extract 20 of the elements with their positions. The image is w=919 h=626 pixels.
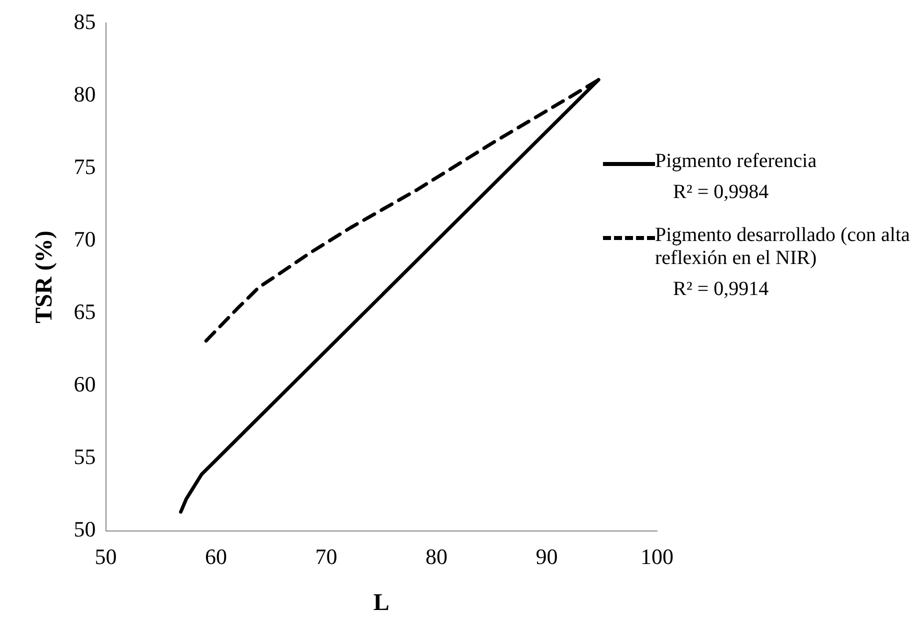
x-tick-label: 90 (536, 544, 558, 569)
y-axis-title: TSR (%) (32, 230, 58, 324)
legend-label: Pigmento desarrollado (con alta reflexión en el NIR) (655, 224, 911, 270)
x-tick-label: 100 (640, 544, 674, 569)
y-tick-label: 50 (74, 516, 96, 542)
y-tick-label: 70 (74, 226, 96, 252)
x-axis-title: L (373, 590, 390, 616)
x-tick-label: 70 (315, 544, 338, 569)
y-tick-label: 60 (74, 372, 96, 397)
y-tick-label: 75 (74, 154, 96, 180)
y-tick-label: 65 (74, 299, 96, 324)
legend-label: Pigmento referencia (655, 150, 817, 173)
text: R² = 0,9914 (672, 278, 770, 301)
x-tick-label: 80 (426, 544, 448, 569)
y-tick-label: 80 (74, 81, 96, 106)
y-tick-label: 55 (74, 444, 96, 470)
text: R² = 0,9984 (672, 181, 770, 204)
x-tick-label: 50 (94, 544, 117, 569)
y-tick-label: 85 (74, 8, 96, 34)
x-tick-label: 60 (205, 544, 228, 569)
